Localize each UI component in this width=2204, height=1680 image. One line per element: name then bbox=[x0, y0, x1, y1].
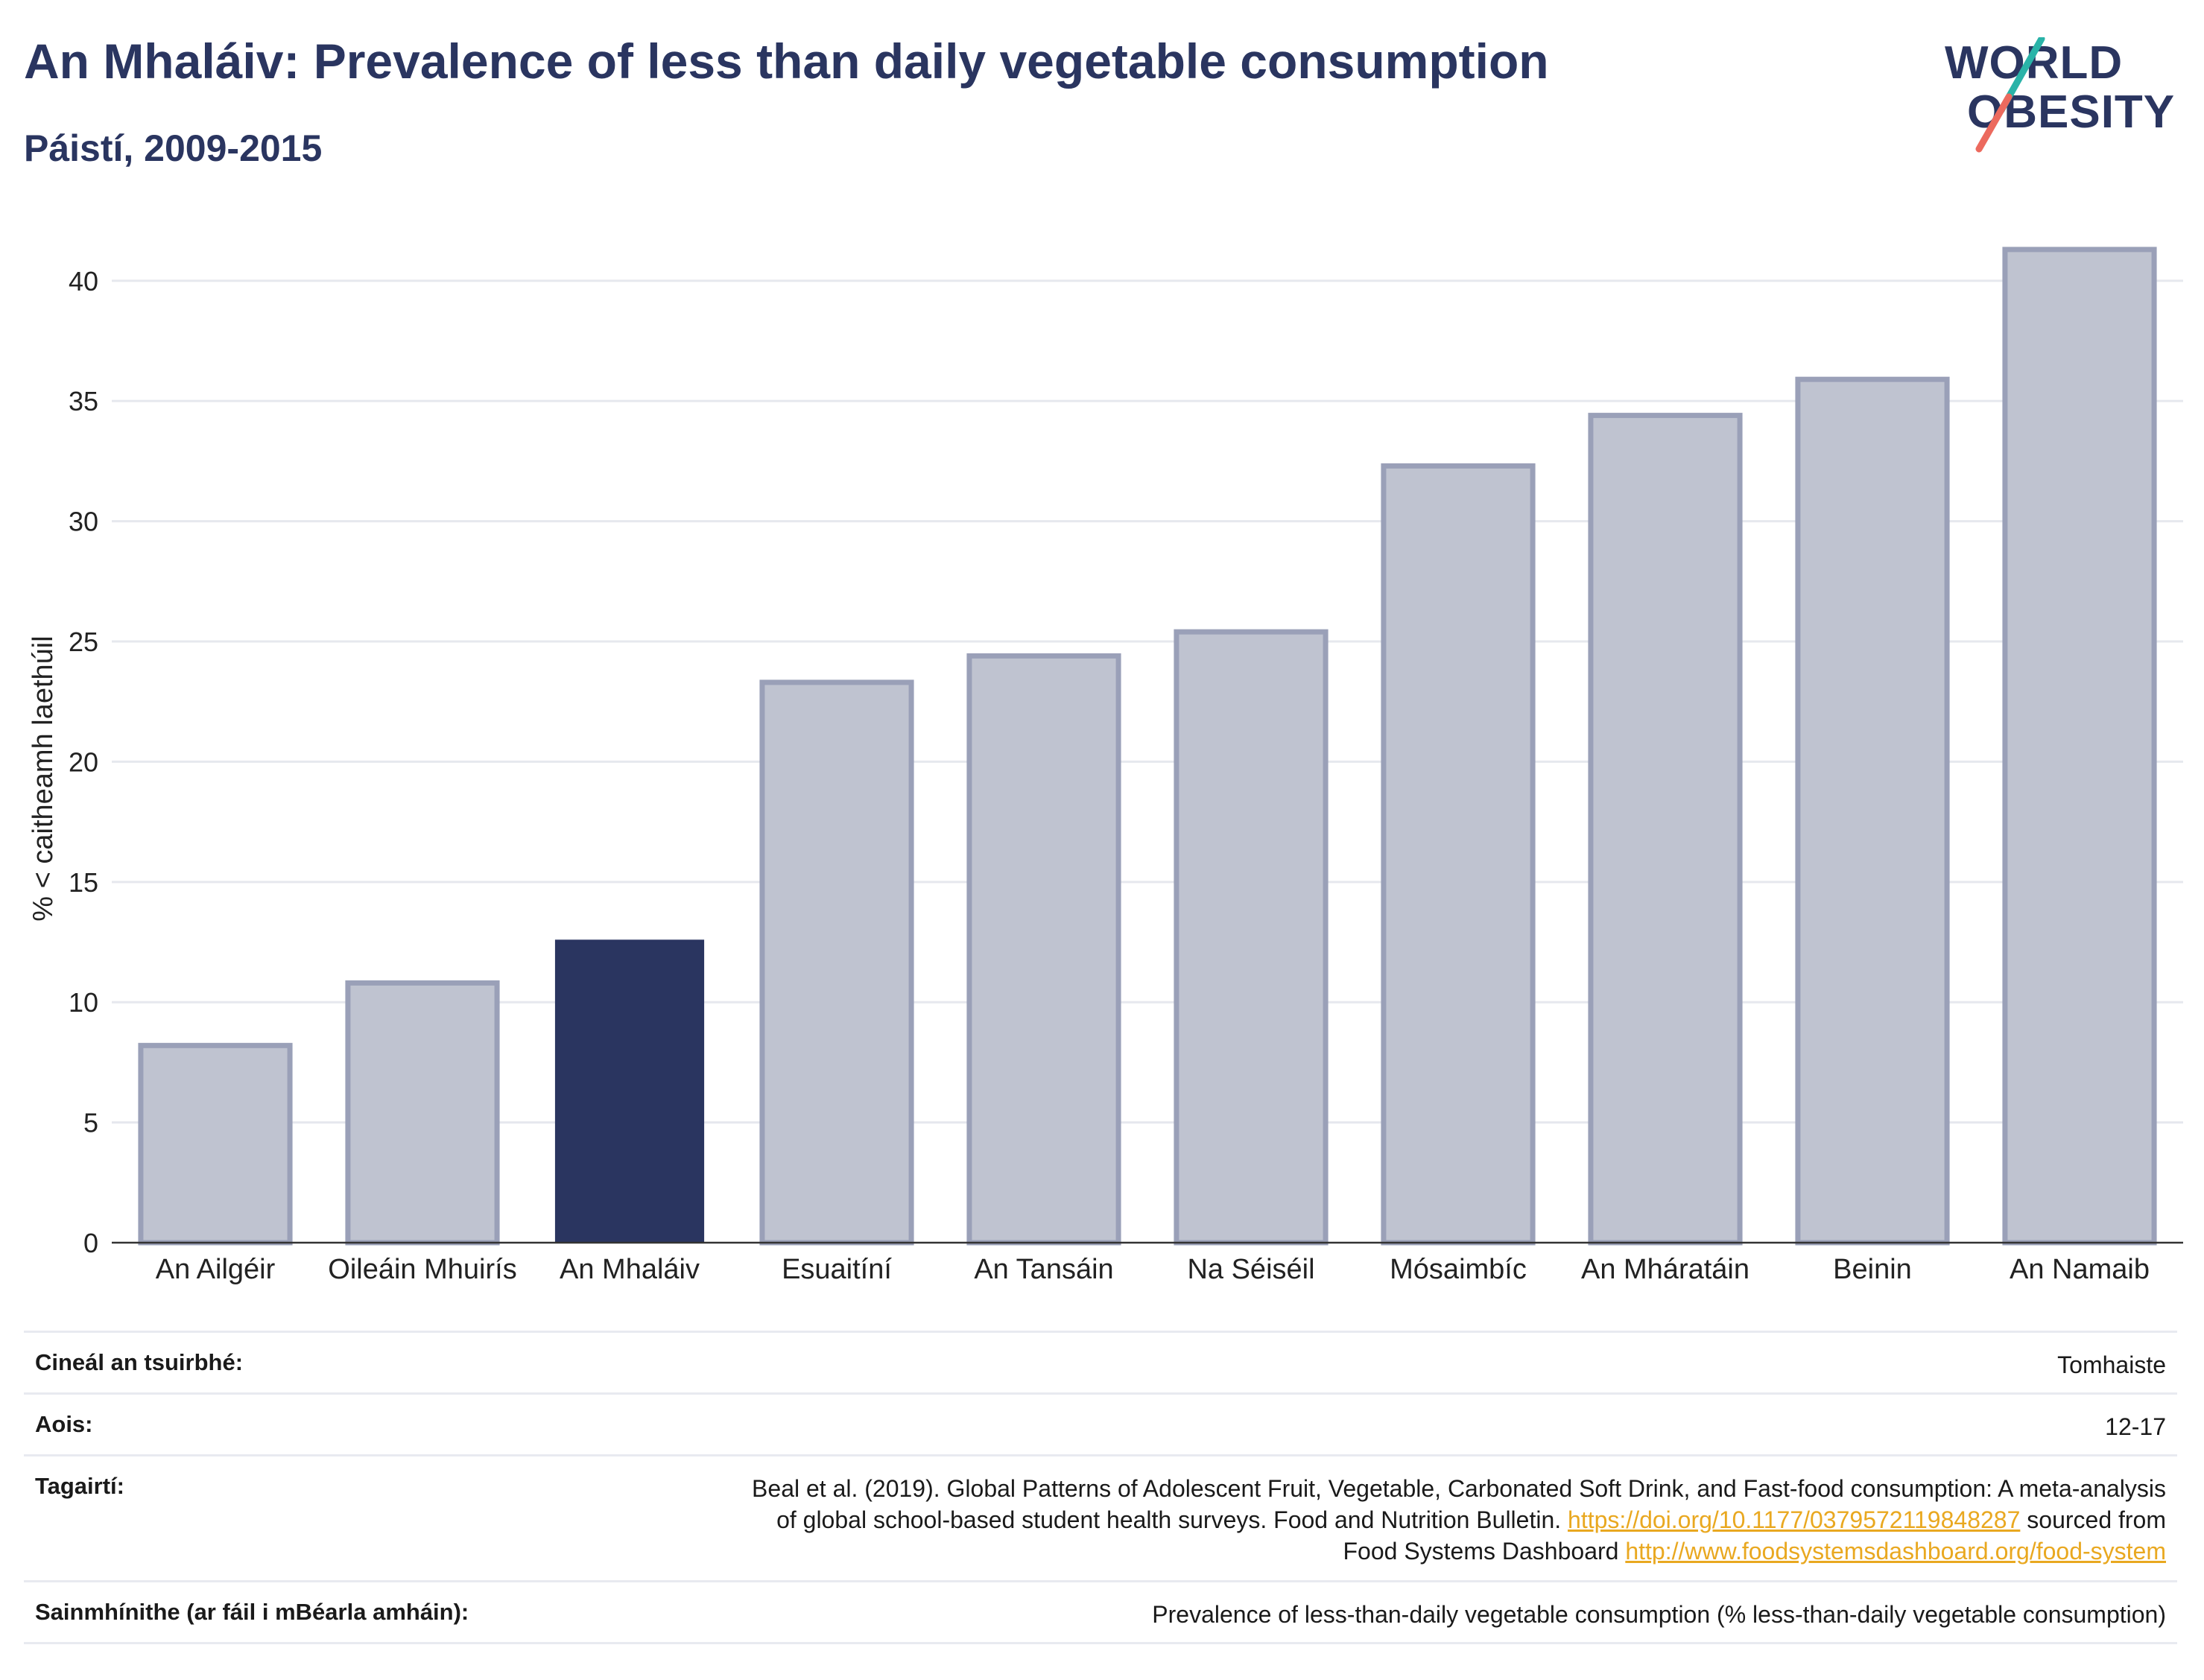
x-tick-label: An Mhaláiv bbox=[560, 1254, 700, 1285]
ref-text-3a: Food Systems Dashboard bbox=[1343, 1538, 1626, 1565]
ref-line-1: Beal et al. (2019). Global Patterns of A… bbox=[752, 1475, 2166, 1502]
info-table: Cineál an tsuirbhé: Tomhaiste Aois: 12-1… bbox=[24, 1331, 2177, 1644]
definition-label: Sainmhínithe (ar fáil i mBéarla amháin): bbox=[35, 1599, 469, 1625]
world-obesity-logo: WORLD OBESITY bbox=[1945, 37, 2191, 156]
y-tick-label: 10 bbox=[69, 987, 98, 1018]
logo-slash-icon bbox=[1975, 37, 2045, 153]
x-tick-label: An Tansáin bbox=[974, 1254, 1113, 1285]
bar-8 bbox=[1795, 376, 1950, 1246]
chart-subtitle: Páistí, 2009-2015 bbox=[24, 127, 323, 169]
ref-line-2: of global school-based student health su… bbox=[752, 1504, 2166, 1535]
bar-9 bbox=[2002, 247, 2157, 1246]
x-tick-label: Beinin bbox=[1833, 1254, 1912, 1285]
x-tick-label: Esuaitíní bbox=[782, 1254, 892, 1285]
x-tick-label: An Ailgéir bbox=[156, 1254, 276, 1285]
x-tick-label: Oileáin Mhuirís bbox=[328, 1254, 516, 1285]
definition-value: Prevalence of less-than-daily vegetable … bbox=[1152, 1601, 2166, 1628]
info-row-definition: Sainmhínithe (ar fáil i mBéarla amháin):… bbox=[24, 1580, 2177, 1644]
y-tick-label: 15 bbox=[69, 867, 98, 898]
bar-2 bbox=[554, 939, 705, 1243]
doi-link[interactable]: https://doi.org/10.1177/0379572119848287 bbox=[1568, 1506, 2021, 1533]
survey-type-label: Cineál an tsuirbhé: bbox=[35, 1349, 244, 1375]
y-tick-label: 40 bbox=[69, 266, 98, 297]
bar-5 bbox=[1174, 629, 1329, 1246]
dashboard-link[interactable]: http://www.foodsystemsdashboard.org/food… bbox=[1625, 1538, 2166, 1565]
x-tick-label: Mósaimbíc bbox=[1390, 1254, 1527, 1285]
ref-text-2b: sourced from bbox=[2020, 1506, 2166, 1533]
bar-1 bbox=[345, 980, 500, 1246]
references-label: Tagairtí: bbox=[35, 1473, 124, 1499]
info-row-survey: Cineál an tsuirbhé: Tomhaiste bbox=[24, 1331, 2177, 1392]
y-tick-label: 20 bbox=[69, 747, 98, 777]
survey-type-value: Tomhaiste bbox=[2057, 1351, 2166, 1378]
y-tick-label: 30 bbox=[69, 507, 98, 537]
y-axis-label: % < caitheamh laethúil bbox=[28, 635, 59, 921]
chart-title: An Mhaláiv: Prevalence of less than dail… bbox=[24, 34, 1549, 89]
ref-line-3: Food Systems Dashboard http://www.foodsy… bbox=[752, 1535, 2166, 1567]
x-tick-label: An Namaib bbox=[2010, 1254, 2150, 1285]
x-tick-label: Na Séiséil bbox=[1187, 1254, 1314, 1285]
references-value: Beal et al. (2019). Global Patterns of A… bbox=[752, 1473, 2166, 1567]
bar-6 bbox=[1381, 463, 1536, 1246]
y-tick-label: 5 bbox=[83, 1108, 98, 1138]
age-label: Aois: bbox=[35, 1411, 93, 1437]
bar-0 bbox=[138, 1042, 293, 1246]
bars bbox=[138, 247, 2157, 1246]
info-row-references: Tagairtí: Beal et al. (2019). Global Pat… bbox=[24, 1454, 2177, 1580]
bar-4 bbox=[966, 653, 1121, 1246]
y-tick-label: 25 bbox=[69, 627, 98, 657]
y-tick-label: 0 bbox=[83, 1228, 98, 1258]
info-row-age: Aois: 12-17 bbox=[24, 1392, 2177, 1454]
y-tick-labels: 0 5 10 15 20 25 30 35 40 bbox=[69, 266, 98, 1258]
x-tick-label: An Mháratáin bbox=[1581, 1254, 1749, 1285]
bar-3 bbox=[759, 679, 914, 1246]
x-tick-labels: An Ailgéir Oileáin Mhuirís An Mhaláiv Esuai… bbox=[156, 1254, 2150, 1285]
ref-text-2a: of global school-based student health su… bbox=[776, 1506, 1568, 1533]
age-value: 12-17 bbox=[2105, 1413, 2166, 1440]
bar-chart: 0 5 10 15 20 25 30 35 40 An Ailgéir Oileáin Mhuir… bbox=[28, 247, 2183, 1285]
bar-7 bbox=[1588, 413, 1743, 1246]
y-tick-label: 35 bbox=[69, 386, 98, 416]
